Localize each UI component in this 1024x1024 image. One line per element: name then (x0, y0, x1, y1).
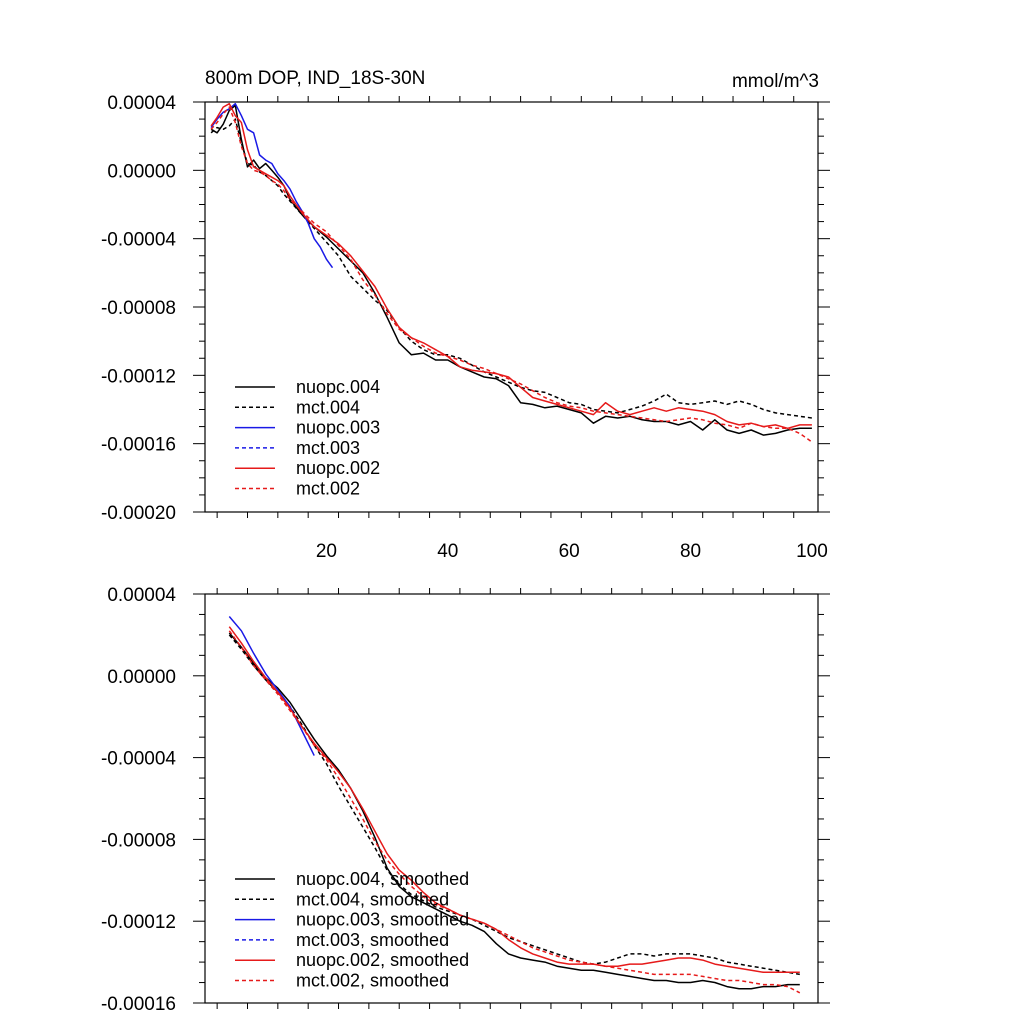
y-tick-label: -0.00020 (101, 503, 176, 524)
series-line (210, 104, 812, 436)
y-tick-label: -0.00012 (101, 366, 176, 387)
y-tick-label: 0.00004 (107, 585, 176, 606)
top-panel: 800m DOP, IND_18S-30N mmol/m^3 0.00004 0.… (101, 68, 830, 562)
legend-label: nuopc.004, smoothed (296, 869, 469, 889)
y-tick-label: 0.00000 (107, 667, 176, 688)
y-tick-label: -0.00008 (101, 830, 176, 851)
legend-label: mct.004 (296, 397, 360, 417)
series-line (210, 118, 813, 419)
legend-label: nuopc.003 (296, 418, 380, 438)
top-panel-title: 800m DOP, IND_18S-30N (205, 68, 425, 89)
legend-label: mct.003 (296, 438, 360, 458)
legend-label: nuopc.004 (296, 377, 380, 397)
legend-label: mct.004, smoothed (296, 889, 449, 909)
series-line (228, 616, 315, 756)
y-tick-label: 0.00004 (107, 93, 176, 114)
y-tick-label: -0.00016 (101, 994, 176, 1015)
x-tick-label: 40 (437, 541, 458, 562)
y-tick-label: -0.00004 (101, 749, 176, 770)
x-tick-label: 100 (796, 541, 828, 562)
legend-label: mct.002, smoothed (296, 971, 449, 991)
series-line (228, 632, 800, 990)
series-line (210, 102, 812, 430)
series-line (210, 106, 813, 443)
y-tick-label: 0.00000 (107, 161, 176, 182)
y-tick-label: -0.00016 (101, 435, 176, 456)
x-tick-label: 20 (316, 541, 337, 562)
legend-label: mct.002 (296, 479, 360, 499)
series-line (228, 626, 800, 974)
x-tick-label: 80 (680, 541, 701, 562)
bottom-panel: 0.00004 0.00000 -0.00004 -0.00008 -0.00012 -0… (101, 585, 830, 1015)
legend-label: mct.003, smoothed (296, 930, 449, 950)
legend-label: nuopc.002, smoothed (296, 950, 469, 970)
series-line (210, 102, 334, 269)
y-tick-label: -0.00008 (101, 298, 176, 319)
legend-label: nuopc.002 (296, 458, 380, 478)
top-panel-units: mmol/m^3 (732, 71, 819, 92)
legend-label: nuopc.003, smoothed (296, 910, 469, 930)
y-tick-label: -0.00012 (101, 912, 176, 933)
x-tick-label: 60 (559, 541, 580, 562)
y-tick-label: -0.00004 (101, 230, 176, 251)
